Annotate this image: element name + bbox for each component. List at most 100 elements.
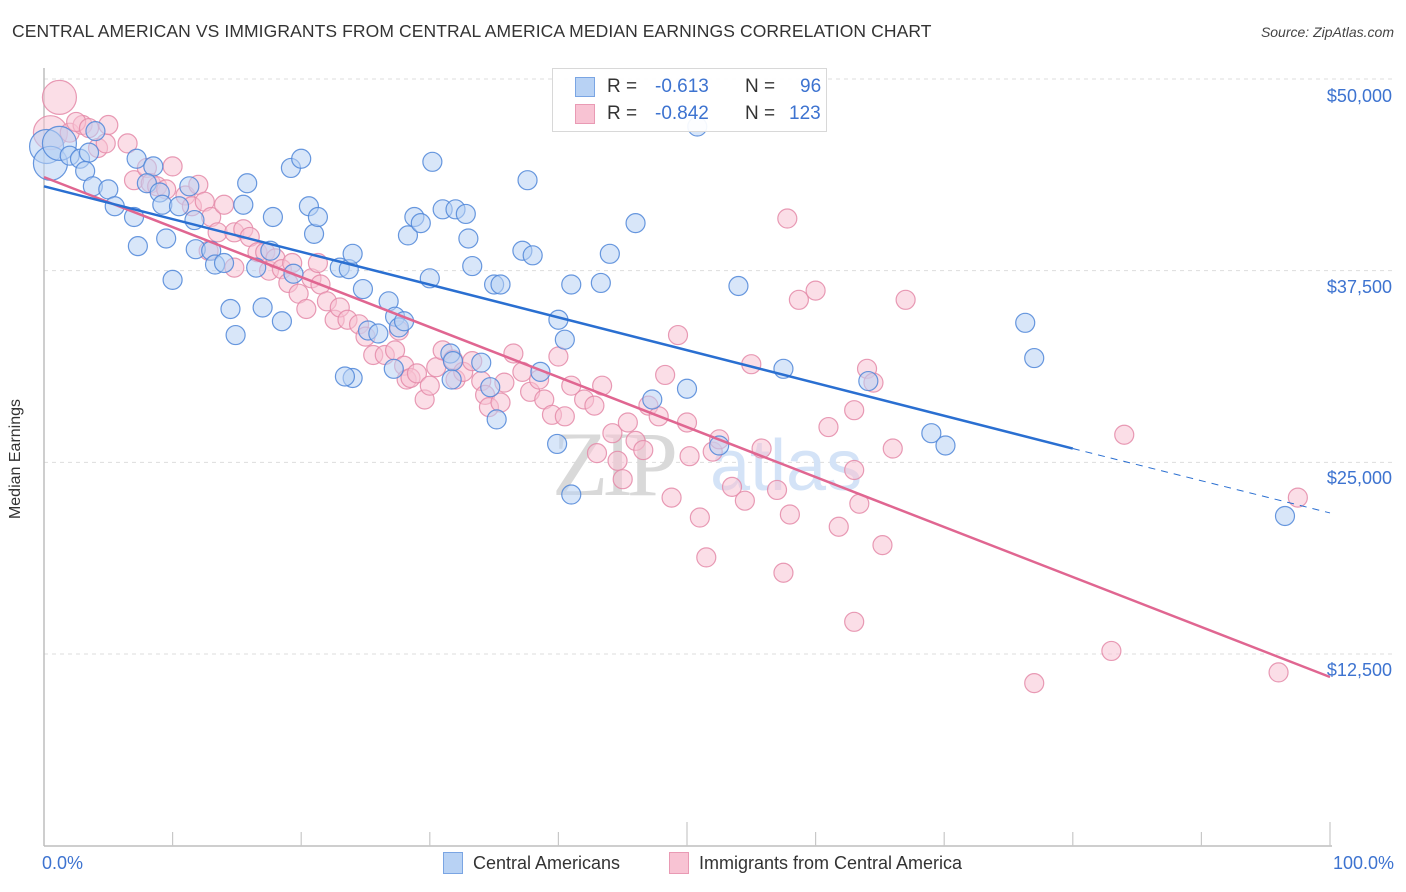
data-point	[352, 278, 374, 300]
x-tick-label: 0.0%	[42, 853, 84, 873]
data-point	[773, 562, 794, 583]
data-point	[554, 406, 575, 427]
data-point	[213, 252, 235, 274]
data-point	[441, 369, 462, 390]
x-tick-label: 100.0%	[1332, 853, 1394, 873]
legend-row-central-americans: R = -0.613 N = 96	[575, 75, 821, 99]
data-point	[98, 179, 119, 200]
data-point	[921, 423, 942, 444]
data-point	[162, 269, 183, 290]
data-point	[679, 446, 700, 467]
n-label: N =	[745, 76, 776, 97]
data-point	[561, 274, 582, 295]
data-point	[661, 487, 682, 508]
data-point	[143, 156, 164, 177]
data-point	[676, 378, 698, 399]
data-point	[805, 280, 826, 301]
data-point	[1024, 347, 1045, 369]
data-point	[1274, 505, 1296, 527]
series-central-americans-points	[28, 116, 1296, 527]
data-point	[127, 236, 148, 257]
data-point	[126, 148, 147, 169]
r-value: -0.613	[655, 76, 709, 97]
data-point	[777, 208, 798, 229]
data-point	[342, 243, 363, 264]
data-point	[252, 297, 273, 318]
data-point	[779, 504, 800, 525]
data-point	[246, 257, 267, 278]
r-label: R =	[607, 76, 638, 97]
data-point	[410, 213, 431, 234]
data-point	[213, 194, 235, 215]
data-point	[220, 298, 241, 320]
data-point	[696, 547, 717, 568]
data-point	[602, 423, 623, 444]
data-point	[179, 176, 200, 197]
data-point	[667, 324, 689, 346]
data-point	[872, 535, 893, 556]
data-point	[233, 194, 254, 215]
data-point	[458, 228, 479, 249]
axes	[43, 68, 1332, 847]
data-point	[303, 223, 325, 244]
watermark: ZIP atlas	[552, 413, 862, 515]
correlation-legend: R = -0.613 N = 96 R = -0.842 N = 123	[552, 68, 827, 132]
trend-line-central-americans	[43, 185, 1074, 450]
legend-swatch-pink	[575, 104, 595, 124]
legend-item-immigrants[interactable]: Immigrants from Central America	[669, 852, 962, 874]
legend-item-central-americans[interactable]: Central Americans	[443, 852, 620, 874]
data-point	[419, 375, 440, 396]
data-point	[818, 416, 839, 438]
data-point	[455, 203, 476, 225]
data-point	[844, 611, 865, 632]
data-point	[490, 274, 511, 295]
legend-swatch-blue	[443, 852, 463, 874]
data-point	[844, 459, 865, 481]
data-point	[1114, 424, 1135, 445]
trend-line-central-americans-extrapolated	[1072, 448, 1331, 514]
data-point	[1287, 487, 1308, 508]
legend-label: Central Americans	[473, 852, 621, 873]
data-point	[788, 289, 809, 310]
data-point	[617, 412, 638, 433]
y-tick-label: $12,500	[1326, 660, 1392, 680]
source-credit: Source: ZipAtlas.com	[1260, 24, 1394, 40]
data-point	[291, 148, 312, 169]
data-point	[117, 133, 138, 154]
y-tick-label: $25,000	[1326, 468, 1392, 488]
n-value: 96	[800, 76, 822, 97]
data-point	[625, 213, 646, 234]
chart-title: CENTRAL AMERICAN VS IMMIGRANTS FROM CENT…	[12, 21, 932, 41]
data-point	[41, 79, 78, 116]
data-point	[307, 206, 329, 228]
data-point	[397, 225, 419, 246]
data-point	[586, 443, 608, 464]
data-point	[599, 243, 620, 264]
data-point	[590, 272, 611, 294]
data-point	[728, 275, 749, 297]
data-point	[935, 435, 956, 456]
data-point	[547, 433, 568, 455]
y-axis-label: Median Earnings	[7, 398, 24, 520]
data-point	[1268, 662, 1289, 683]
data-point	[422, 151, 443, 172]
trend-lines	[43, 175, 1331, 679]
data-point	[689, 507, 710, 528]
data-point	[471, 352, 492, 373]
data-point	[584, 395, 605, 416]
data-point	[262, 206, 284, 228]
data-point	[561, 484, 582, 505]
y-tick-label: $37,500	[1326, 277, 1392, 297]
data-point	[1015, 312, 1036, 333]
data-point	[895, 289, 916, 310]
data-point	[882, 438, 903, 459]
data-point	[554, 329, 575, 350]
data-point	[296, 298, 317, 320]
data-point	[1101, 640, 1122, 662]
y-tick-label: $50,000	[1326, 86, 1392, 106]
data-point	[734, 490, 755, 511]
data-point	[462, 255, 483, 277]
data-point	[612, 469, 633, 490]
data-point	[225, 324, 246, 346]
